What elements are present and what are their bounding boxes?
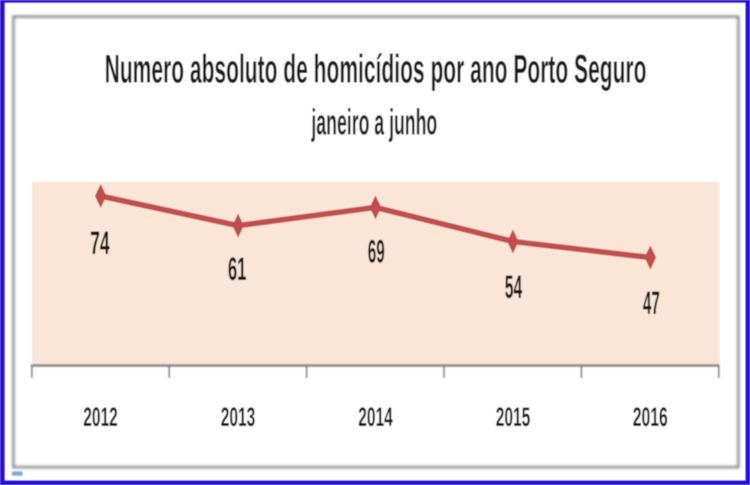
svg-text:Numero absoluto de homicídios: Numero absoluto de homicídios por ano Po… — [105, 47, 647, 92]
svg-text:61: 61 — [228, 252, 247, 287]
svg-text:69: 69 — [368, 234, 385, 270]
svg-text:2012: 2012 — [83, 401, 118, 432]
svg-text:2016: 2016 — [633, 402, 668, 433]
svg-text:2015: 2015 — [496, 401, 531, 432]
svg-text:janeiro a junho: janeiro a junho — [311, 103, 437, 144]
svg-text:74: 74 — [90, 224, 110, 261]
svg-text:54: 54 — [505, 270, 523, 306]
svg-text:2013: 2013 — [221, 401, 256, 432]
svg-text:47: 47 — [643, 286, 660, 322]
svg-text:2014: 2014 — [358, 401, 393, 432]
